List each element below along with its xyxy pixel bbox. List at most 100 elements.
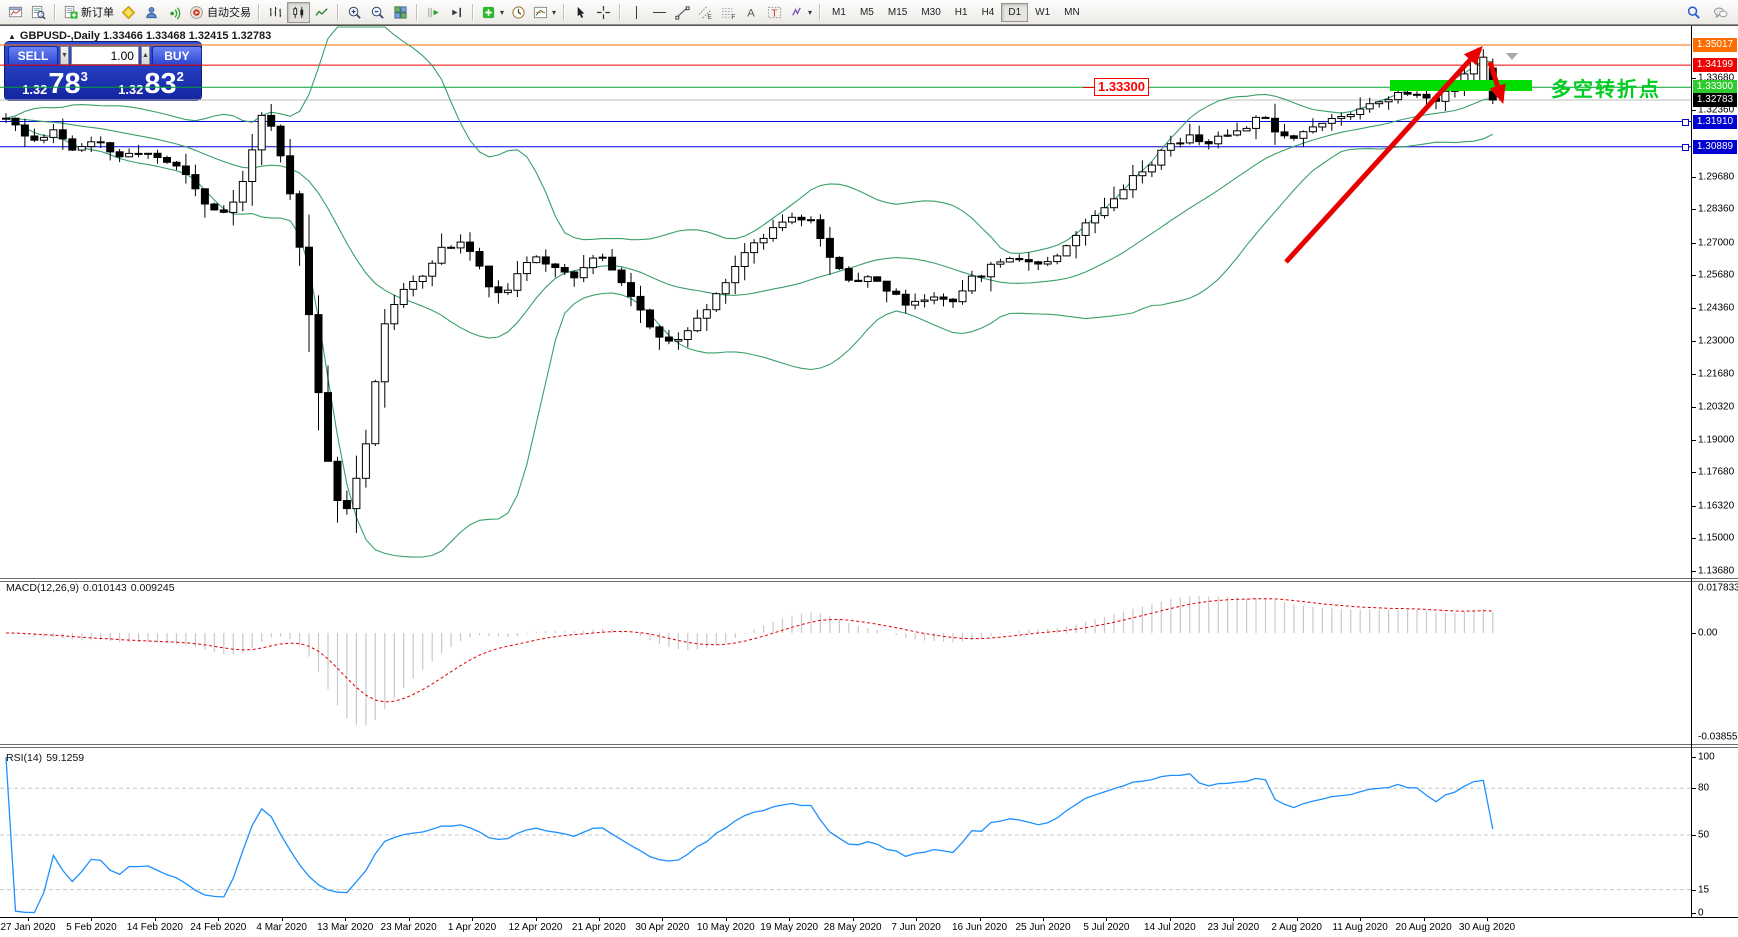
broadcast-icon bbox=[170, 6, 181, 20]
add-indicator-button[interactable]: ▾ bbox=[478, 2, 507, 23]
up-trend-arrow[interactable] bbox=[1284, 45, 1483, 264]
toolbar-separator bbox=[54, 3, 56, 21]
date-tick bbox=[598, 917, 600, 921]
zoom-in-button[interactable] bbox=[343, 2, 366, 23]
timeframe-m1-button[interactable]: M1 bbox=[825, 3, 853, 22]
text-label-button[interactable]: T bbox=[763, 2, 786, 23]
accounts-button[interactable] bbox=[140, 2, 163, 23]
hline-icon bbox=[652, 11, 667, 13]
timeframe-w1-button[interactable]: W1 bbox=[1028, 3, 1057, 22]
search-button[interactable] bbox=[1682, 2, 1705, 23]
macd-axis-bottom: -0.038559 bbox=[1698, 731, 1738, 743]
timeframe-d1-button[interactable]: D1 bbox=[1001, 2, 1029, 22]
toolbar: 新订单 自动交易 ▾ ▾ E F A T ▾ M1 M5 M15 M30 H1 H4 D1 W1 MN bbox=[0, 0, 1738, 25]
volume-down-button[interactable]: ▼ bbox=[60, 46, 69, 65]
market-watch-button[interactable] bbox=[27, 2, 50, 23]
toolbar-separator bbox=[416, 3, 418, 21]
equidistant-channel-button[interactable]: E bbox=[694, 2, 717, 23]
timeframe-m15-button[interactable]: M15 bbox=[881, 3, 914, 22]
fibonacci-button[interactable]: F bbox=[717, 2, 740, 23]
timeframe-h4-button[interactable]: H4 bbox=[975, 3, 1002, 22]
timeframe-mn-button[interactable]: MN bbox=[1057, 3, 1087, 22]
horizontal-line-button[interactable] bbox=[648, 2, 671, 23]
collapse-marker[interactable]: ▲ bbox=[8, 32, 16, 41]
date-tick bbox=[218, 917, 220, 921]
metaeditor-button[interactable] bbox=[117, 2, 140, 23]
period-clock-button[interactable] bbox=[507, 2, 530, 23]
macd-axis-top: 0.017833 bbox=[1698, 582, 1738, 594]
line-chart-mode-button[interactable] bbox=[310, 2, 333, 23]
price-callout-1.33300[interactable]: 1.33300 bbox=[1083, 78, 1149, 96]
text-icon: A bbox=[747, 7, 755, 19]
annotation-text[interactable]: 多空转折点 bbox=[1551, 79, 1661, 101]
svg-text:A: A bbox=[747, 7, 755, 19]
bar-chart-mode-button[interactable] bbox=[264, 2, 287, 23]
trendline-button[interactable] bbox=[671, 2, 694, 23]
timeframe-m5-button[interactable]: M5 bbox=[853, 3, 881, 22]
sell-button[interactable]: SELL bbox=[8, 45, 58, 66]
rsi-axis-50: 50 bbox=[1698, 829, 1710, 841]
green-zone-rect[interactable] bbox=[1390, 80, 1532, 91]
rsi-canvas[interactable] bbox=[0, 748, 1691, 917]
date-label: 30 Aug 2020 bbox=[1458, 922, 1516, 933]
clock-icon bbox=[512, 5, 525, 19]
volume-up-button[interactable]: ▲ bbox=[140, 46, 150, 65]
toolbar-separator bbox=[563, 3, 566, 21]
price-badge-1.30889: 1.30889 bbox=[1693, 139, 1737, 154]
search-icon bbox=[1687, 5, 1700, 19]
macd-value-main: 0.010143 bbox=[82, 582, 127, 594]
svg-text:T: T bbox=[771, 8, 778, 19]
date-label: 12 Apr 2020 bbox=[508, 922, 563, 933]
channel-icon: E bbox=[698, 6, 712, 20]
price-tick-label: 1.13680 bbox=[1698, 565, 1735, 576]
zoom-out-icon bbox=[371, 6, 384, 19]
chart-profile-button[interactable]: ▾ bbox=[530, 2, 559, 23]
price-tick-label: 1.24360 bbox=[1698, 302, 1735, 313]
macd-canvas[interactable] bbox=[0, 580, 1691, 744]
down-trend-arrow[interactable] bbox=[1487, 61, 1506, 105]
vertical-line-button[interactable] bbox=[625, 2, 648, 23]
rsi-axis-15: 15 bbox=[1698, 884, 1710, 896]
auto-scroll-button[interactable] bbox=[422, 2, 445, 23]
rsi-axis-100: 100 bbox=[1698, 751, 1715, 763]
candlestick-mode-button[interactable] bbox=[287, 1, 310, 23]
buy-price[interactable]: 1.32 83 2 bbox=[104, 68, 198, 99]
callout-dash bbox=[1083, 86, 1094, 88]
rsi-axis-0: 0 bbox=[1698, 907, 1704, 919]
date-label: 5 Jul 2020 bbox=[1083, 922, 1130, 933]
charts-window-button[interactable] bbox=[4, 2, 27, 23]
zoom-out-button[interactable] bbox=[366, 2, 389, 23]
new-order-button[interactable]: 新订单 bbox=[60, 2, 117, 23]
arrows-button[interactable]: ▾ bbox=[786, 2, 815, 23]
price-tick bbox=[1692, 505, 1696, 507]
line-handle[interactable] bbox=[1682, 143, 1689, 151]
toolbar-separator bbox=[819, 3, 822, 21]
news-button[interactable] bbox=[163, 2, 186, 23]
chart-shift-button[interactable] bbox=[445, 2, 468, 23]
price-tick bbox=[1692, 407, 1696, 408]
crosshair-button[interactable] bbox=[592, 2, 615, 23]
panel-separator-macd[interactable] bbox=[0, 578, 1738, 582]
line-handle[interactable] bbox=[1682, 118, 1689, 126]
buy-button[interactable]: BUY bbox=[151, 45, 202, 66]
community-button[interactable] bbox=[1709, 2, 1732, 23]
main-chart-canvas[interactable] bbox=[0, 26, 1691, 578]
panel-separator-rsi[interactable] bbox=[0, 744, 1738, 748]
tile-windows-button[interactable] bbox=[389, 2, 412, 23]
price-tick bbox=[1692, 307, 1696, 309]
timeframe-m30-button[interactable]: M30 bbox=[914, 3, 947, 22]
autotrading-button[interactable]: 自动交易 bbox=[186, 2, 254, 23]
price-tick-label: 1.17680 bbox=[1698, 466, 1735, 478]
text-button[interactable]: A bbox=[740, 2, 763, 23]
cursor-button[interactable] bbox=[569, 2, 592, 23]
auto-scroll-icon bbox=[428, 7, 439, 17]
date-tick bbox=[1043, 917, 1044, 921]
timeframe-h1-button[interactable]: H1 bbox=[948, 3, 975, 22]
svg-text:F: F bbox=[731, 14, 735, 20]
price-tick-label: 1.28360 bbox=[1698, 203, 1735, 215]
scroll-end-marker[interactable] bbox=[1506, 53, 1518, 60]
volume-input[interactable] bbox=[70, 46, 139, 65]
vline-icon bbox=[636, 5, 637, 19]
sell-price[interactable]: 1.32 78 3 bbox=[8, 68, 102, 99]
